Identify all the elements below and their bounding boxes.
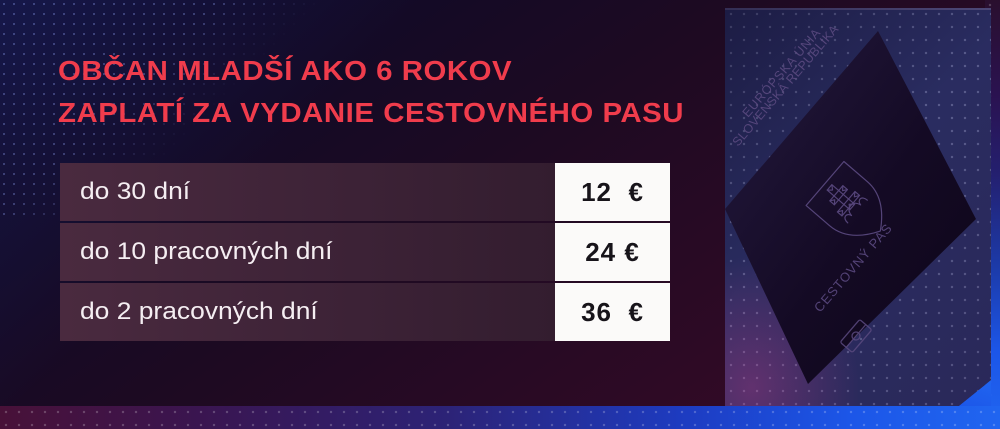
svg-text:EURÓPSKA ÚNIA: EURÓPSKA ÚNIA	[739, 25, 824, 120]
